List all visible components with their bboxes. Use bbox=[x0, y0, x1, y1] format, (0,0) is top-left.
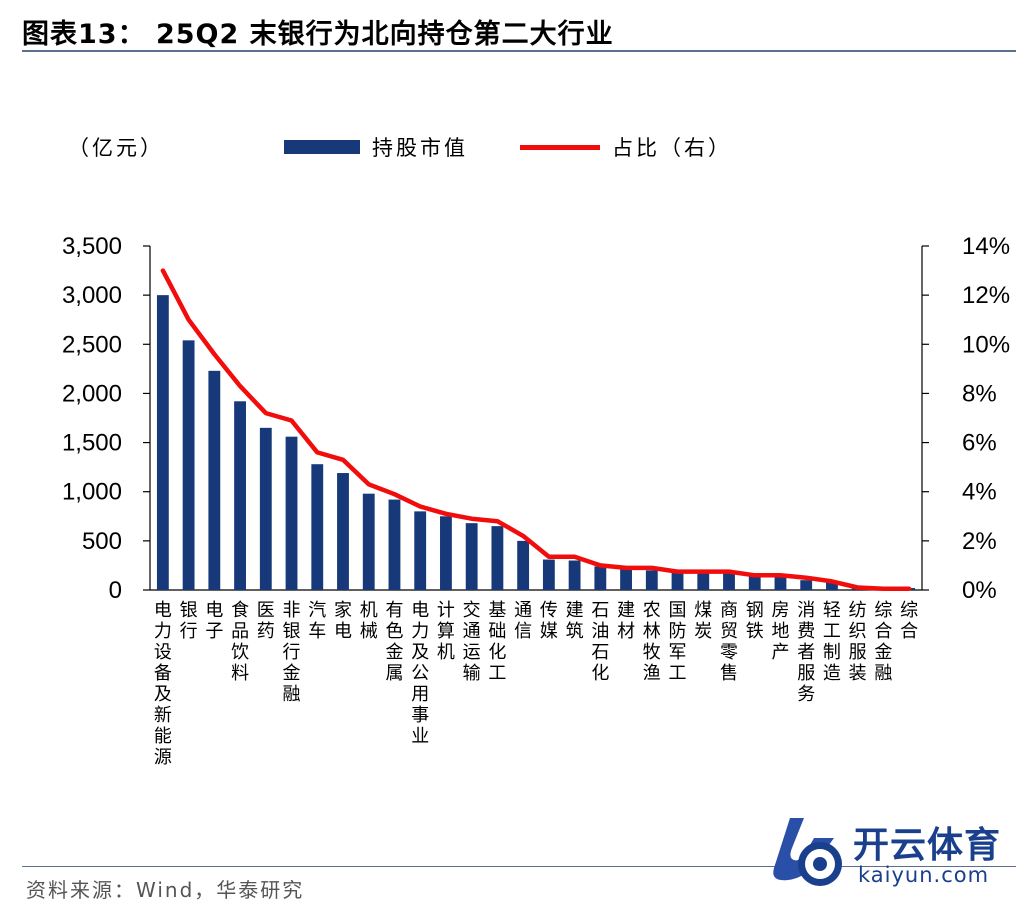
right-axis-tick-label: 6% bbox=[962, 430, 997, 457]
bar-石油石化 bbox=[594, 566, 607, 590]
bar-纺织服装 bbox=[851, 586, 864, 590]
bar-医药 bbox=[259, 427, 272, 590]
bar-农林牧渔 bbox=[645, 570, 658, 590]
x-axis-label-建材: 建材 bbox=[617, 600, 635, 641]
left-axis-tick-label: 3,000 bbox=[62, 282, 122, 309]
x-axis-label-轻工制造: 轻工制造 bbox=[823, 600, 841, 683]
bar-钢铁 bbox=[748, 576, 761, 590]
bar-食品饮料 bbox=[234, 401, 246, 590]
x-axis-label-农林牧渔: 农林牧渔 bbox=[643, 600, 661, 683]
left-axis-tick-label: 0 bbox=[109, 577, 122, 604]
bar-建筑 bbox=[568, 560, 581, 590]
right-axis-tick-label: 10% bbox=[962, 331, 1010, 358]
watermark-domain: kaiyun.com bbox=[858, 863, 990, 887]
left-axis-unit: （亿元） bbox=[68, 136, 164, 160]
bar-基础化工 bbox=[491, 526, 504, 590]
bar-计算机 bbox=[440, 516, 452, 590]
left-axis-tick-label: 500 bbox=[82, 528, 122, 555]
left-axis-tick-label: 1,500 bbox=[62, 430, 122, 457]
x-axis-label-银行: 银行 bbox=[180, 600, 198, 641]
bar-综合金融 bbox=[877, 588, 890, 590]
x-axis-label-国防军工: 国防军工 bbox=[669, 600, 687, 683]
bar-电力设备及新能源 bbox=[156, 295, 169, 590]
bar-传媒 bbox=[542, 559, 555, 590]
bar-家电 bbox=[337, 473, 349, 590]
x-axis-label-交通运输: 交通运输 bbox=[463, 600, 481, 683]
right-axis-tick-label: 8% bbox=[962, 380, 997, 407]
left-axis-tick-label: 2,000 bbox=[62, 380, 122, 407]
legend-label-share: 占比（右） bbox=[612, 136, 732, 160]
x-axis-label-基础化工: 基础化工 bbox=[488, 600, 506, 683]
bar-房地产 bbox=[774, 576, 787, 590]
bar-国防军工 bbox=[671, 572, 684, 590]
bar-机械 bbox=[362, 493, 375, 590]
bar-电子 bbox=[208, 370, 221, 590]
right-axis-tick-label: 0% bbox=[962, 577, 997, 604]
legend-bar-swatch bbox=[284, 140, 360, 154]
x-axis-label-综合金融: 综合金融 bbox=[874, 600, 892, 683]
source-note: 资料来源：Wind，华泰研究 bbox=[26, 878, 305, 902]
title-divider bbox=[22, 50, 1016, 52]
left-axis-tick-label: 2,500 bbox=[62, 331, 122, 358]
x-axis-label-机械: 机械 bbox=[360, 600, 378, 641]
share-line bbox=[160, 268, 912, 592]
x-axis-label-电子: 电子 bbox=[205, 600, 223, 641]
x-axis-label-通信: 通信 bbox=[514, 600, 532, 641]
legend-item-share: 占比（右） bbox=[520, 132, 732, 162]
x-axis-label-纺织服装: 纺织服装 bbox=[849, 600, 867, 683]
bar-非银行金融 bbox=[285, 436, 298, 590]
x-axis-label-煤炭: 煤炭 bbox=[694, 600, 712, 641]
x-axis-label-家电: 家电 bbox=[334, 600, 352, 641]
x-axis-label-食品饮料: 食品饮料 bbox=[231, 600, 249, 683]
x-axis-label-房地产: 房地产 bbox=[771, 600, 789, 662]
footer-divider bbox=[22, 866, 1016, 867]
left-axis-tick-label: 3,500 bbox=[62, 233, 122, 260]
right-axis-tick-label: 4% bbox=[962, 479, 997, 506]
bar-消费者服务 bbox=[800, 580, 813, 590]
legend-line-swatch bbox=[520, 144, 600, 150]
bar-电力及公用事业 bbox=[414, 511, 427, 590]
bar-综合 bbox=[903, 588, 916, 590]
bar-通信 bbox=[517, 540, 530, 590]
x-axis-label-汽车: 汽车 bbox=[308, 600, 326, 641]
x-axis-label-电力设备及新能源: 电力设备及新能源 bbox=[154, 600, 172, 767]
legend-item-market-value: 持股市值 bbox=[284, 132, 468, 162]
x-axis-label-传媒: 传媒 bbox=[540, 600, 558, 641]
legend-label-market-value: 持股市值 bbox=[372, 136, 468, 160]
bar-建材 bbox=[620, 569, 632, 590]
x-axis-label-综合: 综合 bbox=[900, 600, 918, 641]
watermark-logo: 开云体育 kaiyun.com bbox=[748, 808, 1028, 896]
right-axis-tick-label: 14% bbox=[962, 233, 1010, 260]
bar-商贸零售 bbox=[723, 573, 735, 590]
bar-煤炭 bbox=[697, 573, 710, 590]
x-axis-label-建筑: 建筑 bbox=[566, 600, 584, 641]
right-axis-tick-label: 2% bbox=[962, 528, 997, 555]
x-axis-label-电力及公用事业: 电力及公用事业 bbox=[411, 600, 429, 746]
x-axis-label-消费者服务: 消费者服务 bbox=[797, 600, 815, 704]
bar-有色金属 bbox=[388, 499, 401, 590]
x-axis-label-有色金属: 有色金属 bbox=[385, 600, 403, 683]
bar-汽车 bbox=[311, 464, 324, 590]
x-axis-label-医药: 医药 bbox=[257, 600, 275, 641]
watermark-name: 开云体育 bbox=[853, 825, 1002, 866]
left-axis-tick-label: 1,000 bbox=[62, 479, 122, 506]
x-axis-label-计算机: 计算机 bbox=[437, 600, 455, 662]
right-axis-tick-label: 12% bbox=[962, 282, 1010, 309]
x-axis-label-商贸零售: 商贸零售 bbox=[720, 600, 738, 683]
chart-title: 图表13： 25Q2 末银行为北向持仓第二大行业 bbox=[22, 19, 614, 50]
x-axis-label-非银行金融: 非银行金融 bbox=[283, 600, 301, 704]
bar-银行 bbox=[182, 340, 195, 590]
x-axis-label-钢铁: 钢铁 bbox=[746, 600, 764, 641]
bar-轻工制造 bbox=[826, 582, 838, 590]
x-axis-label-石油石化: 石油石化 bbox=[591, 600, 609, 683]
bar-交通运输 bbox=[465, 523, 478, 590]
